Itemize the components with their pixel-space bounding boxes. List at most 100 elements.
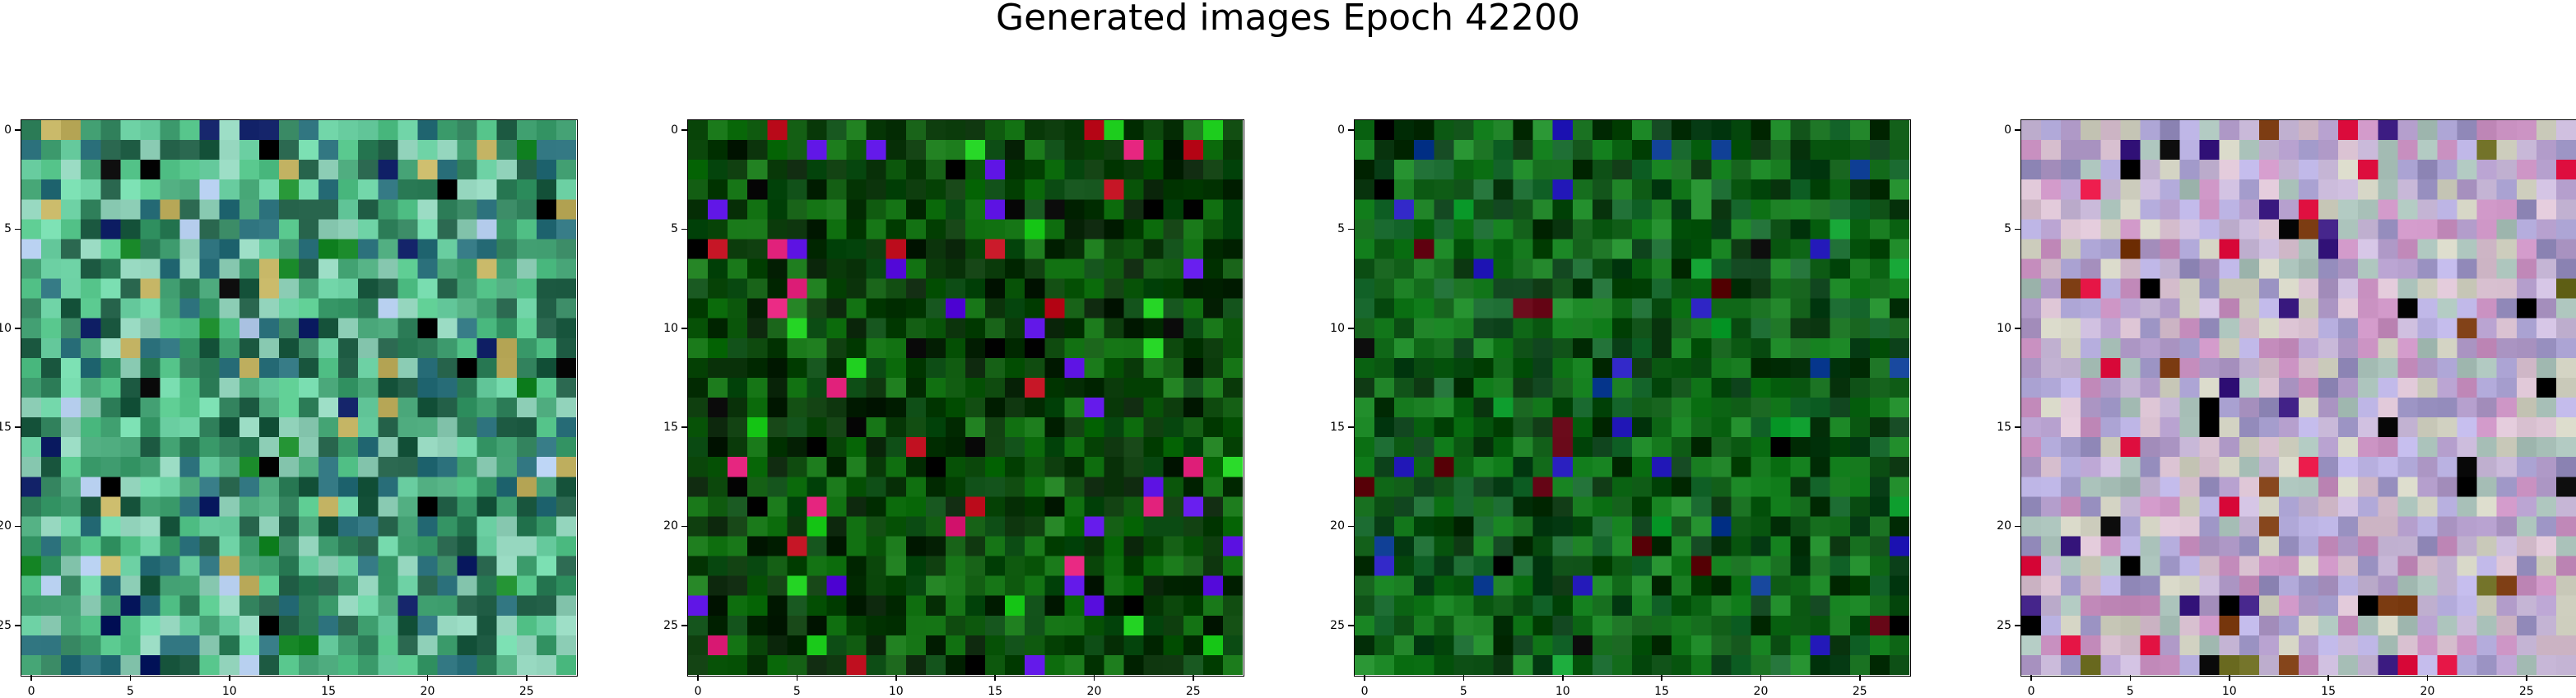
x-tick-label: 15 [1654, 685, 1669, 698]
x-tick-mark [1462, 675, 1465, 681]
x-tick-mark [1093, 675, 1095, 681]
x-tick-mark [1364, 675, 1365, 681]
y-tick-mark [681, 625, 687, 626]
x-tick-label: 5 [1459, 685, 1467, 698]
y-tick-label: 20 [0, 519, 12, 533]
x-tick-mark [697, 675, 699, 681]
x-tick-mark [2030, 675, 2032, 681]
y-tick-mark [681, 525, 687, 528]
y-tick-mark [15, 228, 21, 230]
y-tick-label: 5 [1337, 222, 1345, 236]
y-tick-mark [15, 129, 21, 131]
y-tick-label: 20 [1997, 519, 2011, 533]
x-tick-label: 25 [2518, 685, 2534, 698]
y-tick-label: 20 [663, 519, 678, 533]
y-tick-mark [681, 328, 687, 329]
x-tick-label: 0 [27, 685, 35, 698]
y-tick-mark [2015, 625, 2020, 626]
x-tick-label: 20 [2420, 685, 2435, 698]
y-tick-label: 10 [1330, 321, 1345, 335]
figure-title: Generated images Epoch 42200 [995, 0, 1581, 39]
y-tick-mark [1348, 328, 1354, 329]
y-tick-label: 10 [663, 321, 678, 335]
y-tick-mark [15, 625, 21, 626]
y-tick-label: 5 [4, 222, 12, 236]
x-tick-mark [1760, 675, 1762, 681]
x-tick-mark [426, 675, 429, 681]
x-tick-label: 10 [221, 685, 237, 698]
x-tick-label: 0 [2027, 685, 2035, 698]
generated-image-panel-4: 0 5 10 15 20 25 0 5 10 15 20 25 [1997, 119, 2576, 698]
x-tick-mark [2426, 675, 2429, 681]
y-tick-mark [681, 228, 687, 230]
y-tick-label: 10 [0, 321, 12, 335]
x-tick-label: 10 [888, 685, 904, 698]
x-tick-mark [895, 675, 897, 681]
y-tick-mark [1348, 625, 1354, 626]
y-tick-mark [681, 129, 687, 131]
x-tick-mark [2526, 675, 2527, 681]
generated-image-2 [688, 120, 1243, 675]
x-tick-label: 10 [1555, 685, 1570, 698]
x-tick-mark [229, 675, 230, 681]
y-tick-label: 15 [1997, 421, 2011, 435]
x-tick-mark [1661, 675, 1662, 681]
y-tick-label: 15 [663, 421, 678, 435]
x-tick-label: 20 [1753, 685, 1769, 698]
generated-image-4 [2021, 120, 2576, 675]
y-tick-label: 5 [2004, 222, 2011, 236]
y-tick-mark [1348, 525, 1354, 528]
x-tick-label: 25 [1852, 685, 1867, 698]
x-tick-label: 15 [988, 685, 1002, 698]
x-tick-label: 5 [126, 685, 134, 698]
y-tick-label: 25 [0, 618, 12, 632]
y-tick-mark [681, 426, 687, 428]
y-tick-mark [1348, 129, 1354, 131]
x-tick-mark [2327, 675, 2329, 681]
x-tick-mark [796, 675, 798, 681]
y-tick-mark [2015, 228, 2020, 230]
y-tick-mark [1348, 426, 1354, 428]
y-tick-mark [15, 525, 21, 528]
y-tick-label: 0 [4, 123, 12, 137]
x-tick-label: 5 [793, 685, 801, 698]
y-tick-label: 25 [1997, 618, 2011, 632]
x-tick-label: 25 [1185, 685, 1201, 698]
x-tick-label: 5 [2126, 685, 2134, 698]
x-tick-mark [2129, 675, 2132, 681]
x-tick-mark [328, 675, 329, 681]
generated-image-3 [1355, 120, 1909, 675]
generated-image-panel-1: 0 5 10 15 20 25 0 5 10 15 20 25 [0, 119, 578, 698]
generated-image-panel-2: 0 5 10 15 20 25 0 5 10 15 20 25 [663, 119, 1244, 698]
x-tick-label: 20 [420, 685, 435, 698]
x-tick-label: 15 [321, 685, 336, 698]
y-tick-label: 20 [1330, 519, 1345, 533]
x-tick-label: 20 [1086, 685, 1102, 698]
y-tick-label: 0 [2004, 123, 2011, 137]
x-tick-mark [1562, 675, 1564, 681]
x-tick-mark [2229, 675, 2230, 681]
generated-image-panel-3: 0 5 10 15 20 25 0 5 10 15 20 25 [1330, 119, 1911, 698]
y-tick-mark [2015, 129, 2020, 131]
x-tick-mark [1859, 675, 1861, 681]
y-tick-mark [2015, 328, 2020, 329]
generated-image-1 [21, 120, 576, 675]
y-tick-label: 10 [1997, 321, 2011, 335]
x-tick-label: 15 [2321, 685, 2336, 698]
y-tick-label: 25 [663, 618, 678, 632]
y-tick-mark [2015, 525, 2020, 528]
x-tick-mark [30, 675, 32, 681]
x-tick-label: 0 [694, 685, 702, 698]
y-tick-mark [1348, 228, 1354, 230]
x-tick-label: 25 [518, 685, 534, 698]
y-tick-label: 0 [1337, 123, 1345, 137]
y-tick-label: 0 [671, 123, 678, 137]
y-tick-mark [15, 426, 21, 428]
y-tick-label: 15 [1330, 421, 1345, 435]
x-tick-label: 0 [1360, 685, 1369, 698]
x-tick-mark [526, 675, 528, 681]
x-tick-mark [1193, 675, 1194, 681]
y-tick-mark [2015, 426, 2020, 428]
x-tick-label: 10 [2221, 685, 2237, 698]
x-tick-mark [994, 675, 996, 681]
